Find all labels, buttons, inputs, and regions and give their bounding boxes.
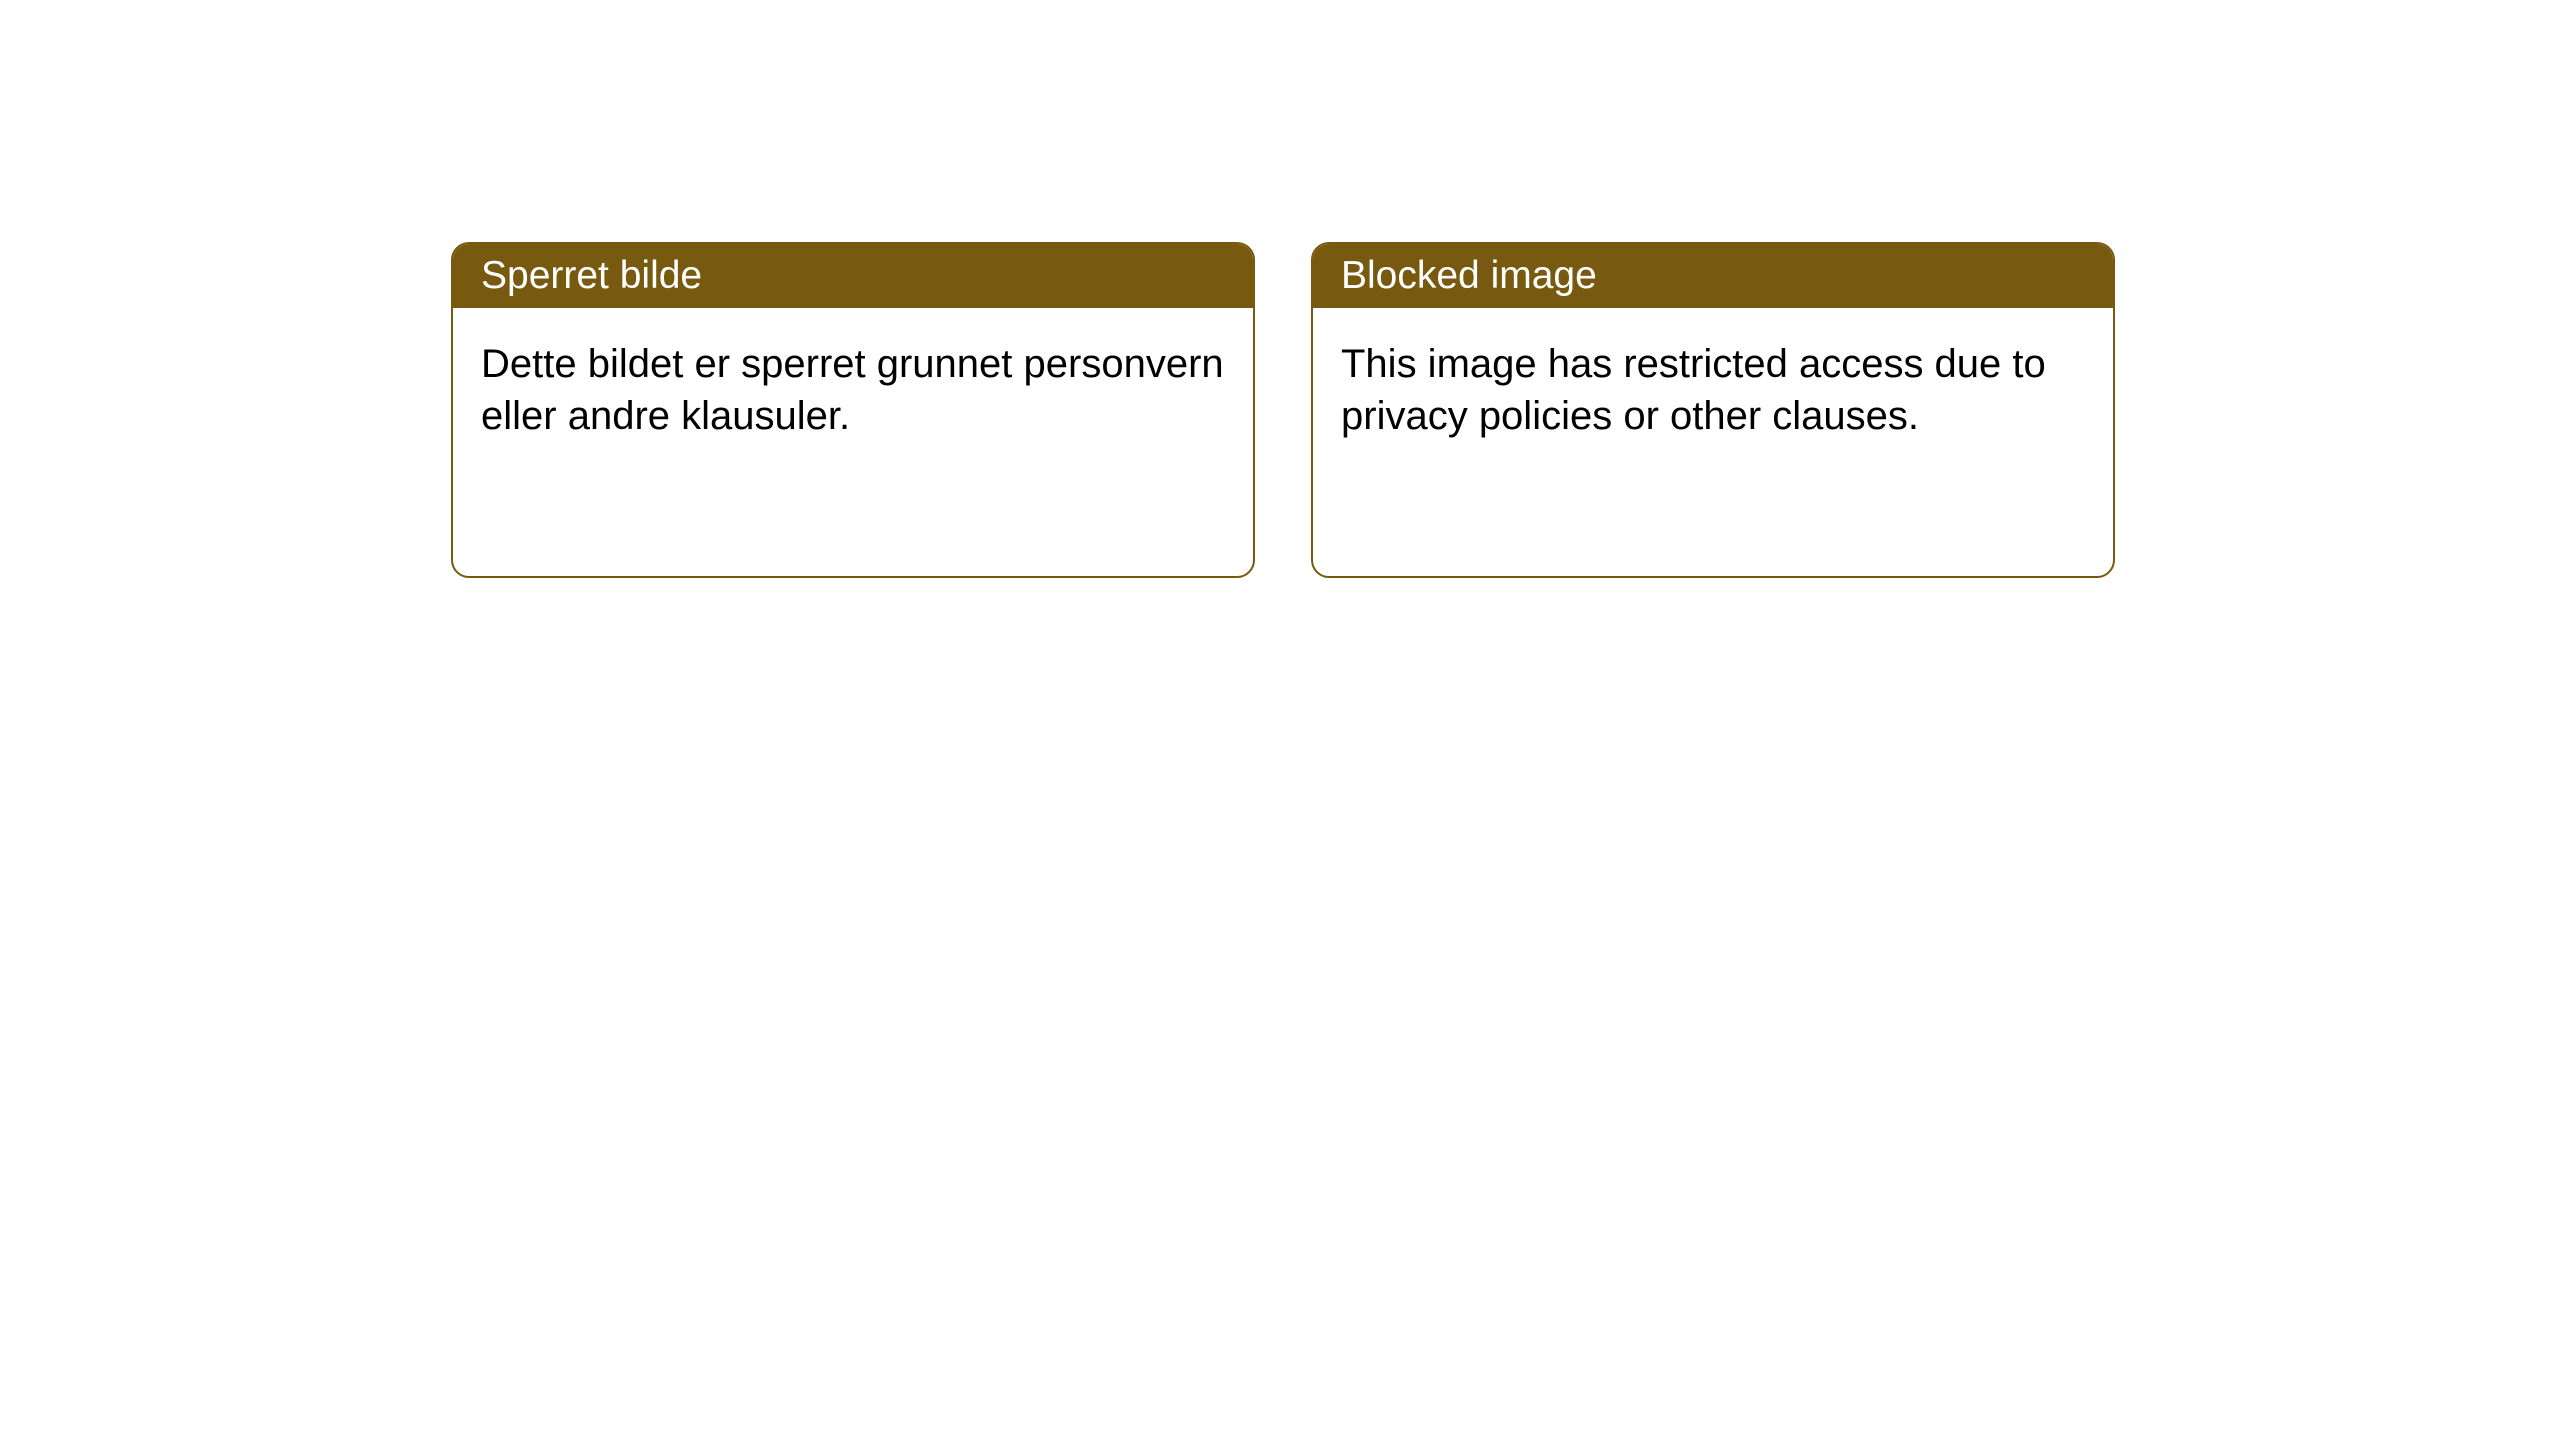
notice-box-norwegian: Sperret bilde Dette bildet er sperret gr…	[451, 242, 1255, 578]
notice-body-text: This image has restricted access due to …	[1341, 342, 2046, 438]
notice-header: Sperret bilde	[453, 244, 1253, 308]
notice-box-english: Blocked image This image has restricted …	[1311, 242, 2115, 578]
notice-header: Blocked image	[1313, 244, 2113, 308]
notice-title: Sperret bilde	[481, 254, 702, 297]
notice-body: This image has restricted access due to …	[1313, 308, 2113, 472]
notice-title: Blocked image	[1341, 254, 1597, 297]
notice-body-text: Dette bildet er sperret grunnet personve…	[481, 342, 1224, 438]
notice-body: Dette bildet er sperret grunnet personve…	[453, 308, 1253, 472]
notices-container: Sperret bilde Dette bildet er sperret gr…	[0, 0, 2560, 578]
